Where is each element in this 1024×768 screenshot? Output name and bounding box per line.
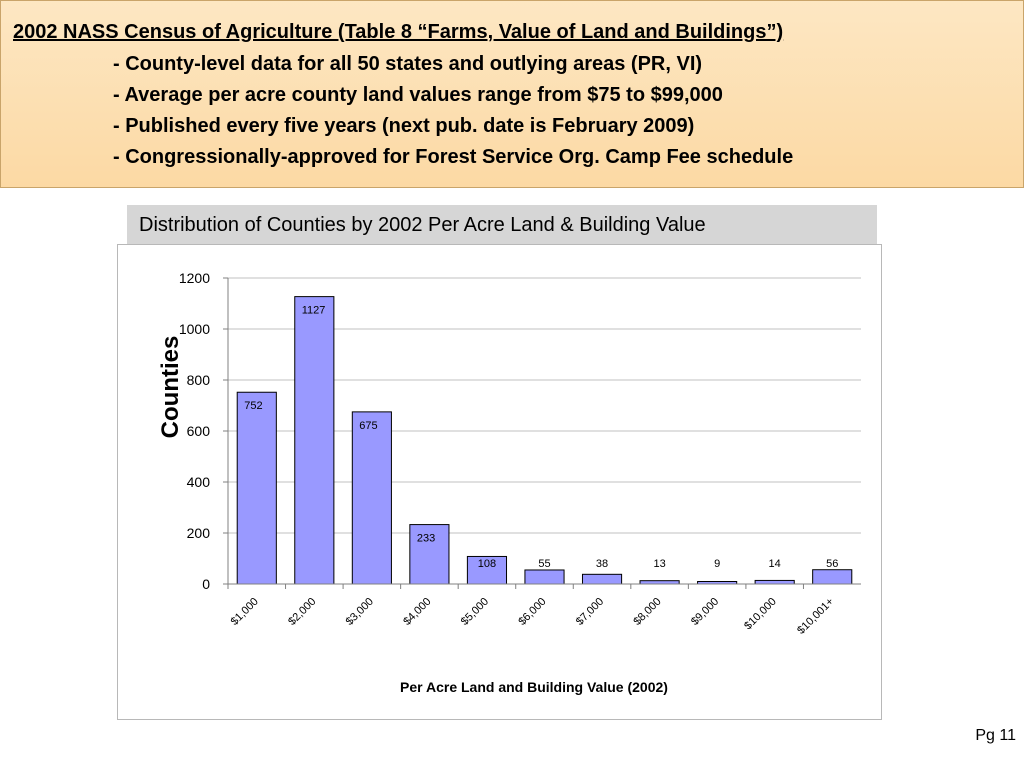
bar bbox=[754, 579, 795, 585]
x-tick-label: $6,000 bbox=[516, 596, 548, 628]
bar bbox=[524, 569, 565, 585]
x-tick-label: $2,000 bbox=[286, 596, 318, 628]
data-label: 13 bbox=[653, 558, 665, 570]
header-bullet: - Average per acre county land values ra… bbox=[113, 84, 723, 106]
bar bbox=[581, 573, 623, 585]
data-label: 752 bbox=[244, 400, 262, 412]
bar bbox=[294, 296, 335, 585]
data-label: 233 bbox=[417, 533, 435, 545]
data-label: 14 bbox=[769, 558, 781, 570]
page-number: Pg 11 bbox=[975, 727, 1016, 744]
x-tick-label: $10,001+ bbox=[795, 596, 836, 637]
x-tick-label: $9,000 bbox=[689, 596, 721, 628]
bar bbox=[236, 391, 277, 585]
header-bullet: - Published every five years (next pub. … bbox=[113, 115, 695, 137]
y-tick-label: 0 bbox=[202, 576, 210, 592]
x-tick-label: $1,000 bbox=[229, 596, 261, 628]
y-tick-label: 1200 bbox=[179, 270, 210, 286]
header-bullet: - Congressionally-approved for Forest Se… bbox=[113, 146, 794, 168]
bar bbox=[812, 569, 853, 585]
data-label: 1127 bbox=[302, 305, 326, 317]
header-panel: 2002 NASS Census of Agriculture (Table 8… bbox=[0, 0, 1024, 188]
x-tick-label: $3,000 bbox=[344, 596, 376, 628]
header-bullet: - County-level data for all 50 states an… bbox=[113, 53, 703, 75]
bar bbox=[351, 411, 392, 585]
data-label: 38 bbox=[596, 558, 608, 570]
x-axis-title: Per Acre Land and Building Value (2002) bbox=[400, 679, 668, 695]
chart-title: Distribution of Counties by 2002 Per Acr… bbox=[139, 214, 706, 236]
data-label: 108 bbox=[478, 558, 496, 570]
header-title: 2002 NASS Census of Agriculture (Table 8… bbox=[13, 21, 784, 43]
x-tick-label: $8,000 bbox=[631, 596, 663, 628]
x-tick-label: $5,000 bbox=[459, 596, 491, 628]
bar bbox=[466, 555, 508, 585]
data-label: 55 bbox=[538, 558, 550, 570]
x-tick-label: $10,000 bbox=[742, 596, 779, 633]
x-tick-label: $4,000 bbox=[401, 596, 433, 628]
x-tick-label: $7,000 bbox=[574, 596, 606, 628]
chart-frame: 752 1127 675 233 108 55 38 13 9 14 56 0 200 400 600 80… bbox=[117, 244, 882, 720]
y-tick-label: 800 bbox=[187, 372, 211, 388]
data-label: 56 bbox=[826, 558, 838, 570]
y-tick-label: 1000 bbox=[179, 321, 210, 337]
y-tick-label: 400 bbox=[187, 474, 211, 490]
y-tick-label: 600 bbox=[187, 423, 211, 439]
bar-chart: 752 1127 675 233 108 55 38 13 9 14 56 0 200 400 600 80… bbox=[157, 270, 861, 695]
chart-title-box: Distribution of Counties by 2002 Per Acr… bbox=[127, 205, 877, 245]
y-axis-title: Counties bbox=[157, 336, 184, 439]
y-tick-label: 200 bbox=[187, 525, 211, 541]
data-label: 9 bbox=[714, 558, 720, 570]
data-label: 675 bbox=[359, 420, 377, 432]
